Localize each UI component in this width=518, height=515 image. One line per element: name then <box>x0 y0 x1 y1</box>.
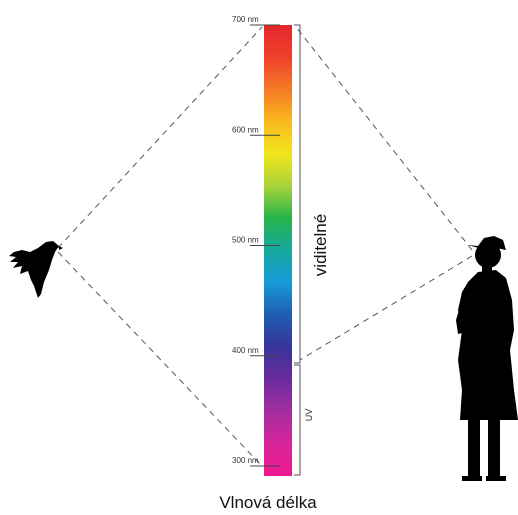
bird-sight-line-top <box>57 26 263 249</box>
tick-label-300: 300 nm <box>232 456 259 465</box>
tick-label-500: 500 nm <box>232 236 259 245</box>
tick-label-400: 400 nm <box>232 346 259 355</box>
human-sight-line-bottom <box>299 255 473 361</box>
tick-label-700: 700 nm <box>232 15 259 24</box>
uv-range-label: UV <box>304 409 314 422</box>
wavelength-ticks: 700 nm 600 nm 500 nm 400 nm 300 nm <box>232 15 280 467</box>
uv-range-bracket <box>294 364 301 476</box>
spectrum-bar <box>264 25 292 476</box>
tick-label-600: 600 nm <box>232 125 259 134</box>
human-sight-lines <box>295 26 473 361</box>
axis-caption: Vlnová délka <box>219 493 317 512</box>
visible-range-label: viditelné <box>311 214 330 276</box>
bird-sight-lines <box>57 26 263 467</box>
woman-silhouette <box>456 236 518 481</box>
bird-sight-line-bottom <box>57 251 263 467</box>
visible-range-bracket <box>294 24 301 364</box>
bird-silhouette <box>9 241 63 298</box>
human-sight-line-top <box>295 26 473 251</box>
